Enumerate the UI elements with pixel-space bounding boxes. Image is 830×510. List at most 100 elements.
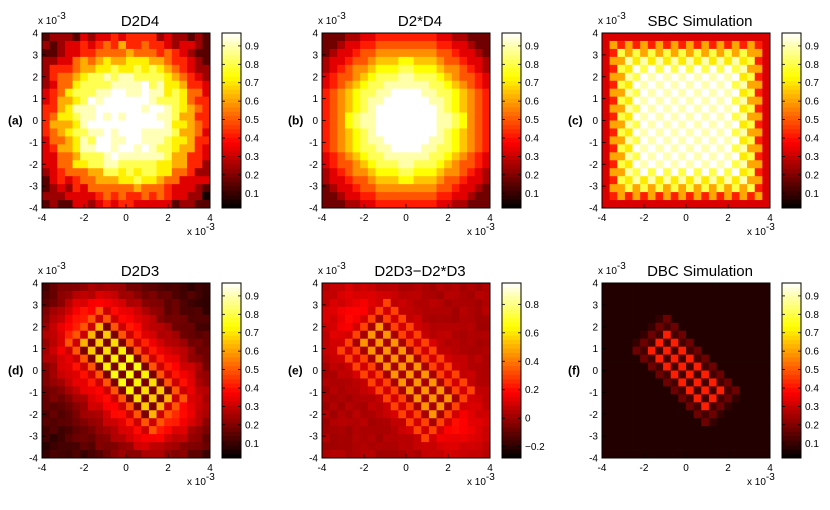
heatmap-cell	[482, 362, 491, 371]
heatmap-cell	[360, 40, 369, 50]
heatmap-cell	[731, 136, 740, 145]
heatmap-cell	[609, 40, 618, 50]
heatmap-cell	[451, 283, 460, 292]
heatmap-cell	[352, 40, 361, 50]
heatmap-cell	[708, 80, 717, 90]
colorbar-segment	[222, 357, 241, 363]
colorbar-tick-label: 0.2	[525, 385, 539, 396]
heatmap-cell	[663, 33, 672, 42]
heatmap-cell	[747, 160, 756, 169]
heatmap-cell	[474, 338, 483, 348]
heatmap-cell	[624, 306, 633, 316]
heatmap-cell	[762, 192, 771, 201]
heatmap-cell	[617, 283, 626, 292]
heatmap-cell	[337, 104, 346, 113]
heatmap-cell	[360, 314, 369, 324]
heatmap-cell	[375, 378, 384, 387]
heatmap-cell	[647, 96, 656, 105]
heatmap-cell	[95, 283, 104, 292]
heatmap-cell	[194, 442, 203, 451]
heatmap-cell	[663, 330, 672, 340]
heatmap-cell	[693, 370, 702, 379]
heatmap-cell	[398, 184, 407, 193]
heatmap-cell	[436, 306, 445, 316]
heatmap-cell	[670, 298, 679, 308]
heatmap-cell	[329, 128, 338, 137]
heatmap-cell	[141, 176, 150, 185]
heatmap-cell	[398, 442, 407, 451]
heatmap-cell	[444, 283, 453, 292]
heatmap-cell	[451, 378, 460, 387]
y-multiplier-base: x 10	[38, 16, 57, 27]
heatmap-cell	[655, 306, 664, 316]
heatmap-cell	[383, 96, 392, 105]
heatmap-cell	[57, 168, 66, 177]
colorbar-segment	[222, 146, 241, 152]
heatmap-cell	[171, 168, 180, 177]
heatmap-cell	[202, 192, 211, 201]
colorbar-frame	[501, 32, 522, 209]
heatmap-cell	[57, 362, 66, 371]
colorbar-tick-label: 0.9	[245, 291, 259, 302]
heatmap-cell	[383, 378, 392, 387]
heatmap-cell	[436, 88, 445, 98]
heatmap-cell	[375, 112, 384, 121]
heatmap-cell	[367, 290, 376, 300]
heatmap-cell	[467, 160, 476, 169]
heatmap-cell	[678, 290, 687, 300]
x-multiplier-exponent: -3	[486, 472, 495, 483]
heatmap-cell	[444, 354, 453, 363]
heatmap-cell	[57, 88, 66, 98]
heatmap-cell	[95, 354, 104, 363]
heatmap-cell	[322, 322, 331, 332]
heatmap-cell	[686, 450, 695, 459]
heatmap-cell	[640, 386, 649, 395]
heatmap-cell	[724, 283, 733, 292]
heatmap-cell	[194, 160, 203, 169]
heatmap-cell	[624, 410, 633, 419]
colorbar-tick-label: 0.1	[525, 189, 539, 200]
heatmap-cell	[731, 184, 740, 193]
colorbar-tick-label: 0.8	[525, 60, 539, 71]
heatmap-cell	[110, 370, 119, 379]
heatmap-cell	[322, 290, 331, 300]
heatmap-cell	[80, 362, 89, 371]
heatmap-cell	[337, 128, 346, 137]
heatmap-cell	[194, 410, 203, 419]
heatmap-cell	[156, 394, 165, 403]
colorbar-segment	[502, 283, 521, 288]
heatmap-cell	[398, 192, 407, 201]
heatmap-cell	[329, 200, 338, 209]
heatmap-cell	[632, 290, 641, 300]
heatmap-cell	[141, 56, 150, 66]
heatmap-cell	[467, 370, 476, 379]
heatmap-cell	[428, 370, 437, 379]
heatmap-cell	[390, 120, 399, 129]
heatmap-cell	[693, 306, 702, 316]
heatmap-cell	[762, 136, 771, 145]
heatmap-cell	[64, 338, 73, 348]
heatmap-cell	[103, 290, 112, 300]
heatmap-cell	[428, 88, 437, 98]
heatmap-cell	[87, 306, 96, 316]
heatmap-cell	[126, 112, 135, 121]
heatmap-cell	[202, 410, 211, 419]
heatmap-cell	[194, 322, 203, 332]
heatmap-cell	[344, 322, 353, 332]
heatmap-cell	[421, 48, 430, 58]
heatmap-cell	[141, 394, 150, 403]
heatmap-cell	[617, 33, 626, 42]
heatmap-cell	[398, 290, 407, 300]
heatmap-cell	[194, 370, 203, 379]
heatmap-cell	[602, 283, 611, 292]
heatmap-cell	[171, 104, 180, 113]
heatmap-cell	[406, 362, 415, 371]
heatmap-cell	[663, 96, 672, 105]
heatmap-cell	[670, 410, 679, 419]
heatmap-cell	[164, 346, 173, 355]
heatmap-cell	[164, 192, 173, 201]
heatmap-cell	[421, 152, 430, 161]
heatmap-cell	[133, 104, 142, 113]
heatmap-cell	[367, 402, 376, 411]
